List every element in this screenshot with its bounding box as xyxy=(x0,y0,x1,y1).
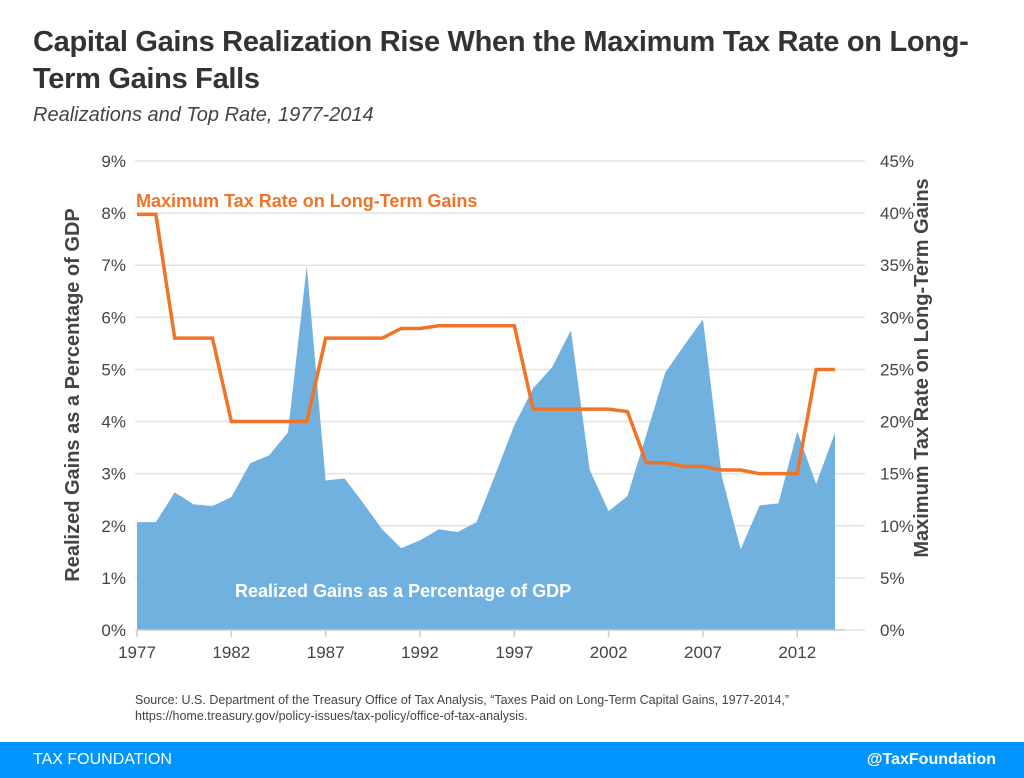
source-line-2: https://home.treasury.gov/policy-issues/… xyxy=(135,709,528,723)
x-tick-label: 1977 xyxy=(118,643,156,662)
line-max-tax-rate xyxy=(137,212,835,476)
y-tick-right: 15% xyxy=(880,465,914,484)
x-tick-label: 1982 xyxy=(212,643,250,662)
y-tick-right: 0% xyxy=(880,621,905,640)
y-tick-left: 1% xyxy=(101,569,126,588)
y-tick-left: 6% xyxy=(101,308,126,327)
chart: 0% 0% 1% 5% 2% 10% 3% 15% 4% 20% 5% 25% 6% 30% 7% 35% 8%… xyxy=(62,152,933,662)
y-tick-right: 45% xyxy=(880,152,914,171)
y-tick-right: 35% xyxy=(880,256,914,275)
y-tick-right: 25% xyxy=(880,360,914,379)
y-tick-left: 2% xyxy=(101,517,126,536)
y-tick-left: 8% xyxy=(101,204,126,223)
x-tick-label: 2002 xyxy=(590,643,628,662)
series-label-realized-gains: Realized Gains as a Percentage of GDP xyxy=(235,581,571,601)
source-note: Source: U.S. Department of the Treasury … xyxy=(135,692,789,724)
x-tick-label: 1987 xyxy=(307,643,345,662)
x-tick-label: 2007 xyxy=(684,643,722,662)
y-tick-left: 4% xyxy=(101,413,126,432)
y-tick-left: 7% xyxy=(101,256,126,275)
footer-bar: TAX FOUNDATION @TaxFoundation xyxy=(0,742,1024,778)
y-tick-left: 9% xyxy=(101,152,126,171)
y-tick-right: 10% xyxy=(880,517,914,536)
x-tick-label: 1997 xyxy=(495,643,533,662)
y-tick-left: 3% xyxy=(101,465,126,484)
area-realized-gains xyxy=(137,265,835,630)
y-tick-left: 0% xyxy=(101,621,126,640)
y-tick-right: 20% xyxy=(880,413,914,432)
y-tick-right: 5% xyxy=(880,569,905,588)
y-tick-left: 5% xyxy=(101,360,126,379)
x-tick-label: 1992 xyxy=(401,643,439,662)
y-axis-left-label: Realized Gains as a Percentage of GDP xyxy=(62,208,84,581)
chart-title: Capital Gains Realization Rise When the … xyxy=(33,26,969,95)
y-axis-right-label: Maximum Tax Rate on Long-Term Gains xyxy=(911,178,933,557)
series-label-tax-rate: Maximum Tax Rate on Long-Term Gains xyxy=(136,191,477,211)
chart-subtitle: Realizations and Top Rate, 1977-2014 xyxy=(33,104,374,126)
x-tick-label: 2012 xyxy=(778,643,816,662)
footer-brand: TAX FOUNDATION xyxy=(33,751,172,768)
footer-handle: @TaxFoundation xyxy=(866,751,996,768)
y-tick-right: 30% xyxy=(880,308,914,327)
source-line-1: Source: U.S. Department of the Treasury … xyxy=(135,693,790,707)
y-tick-right: 40% xyxy=(880,204,914,223)
